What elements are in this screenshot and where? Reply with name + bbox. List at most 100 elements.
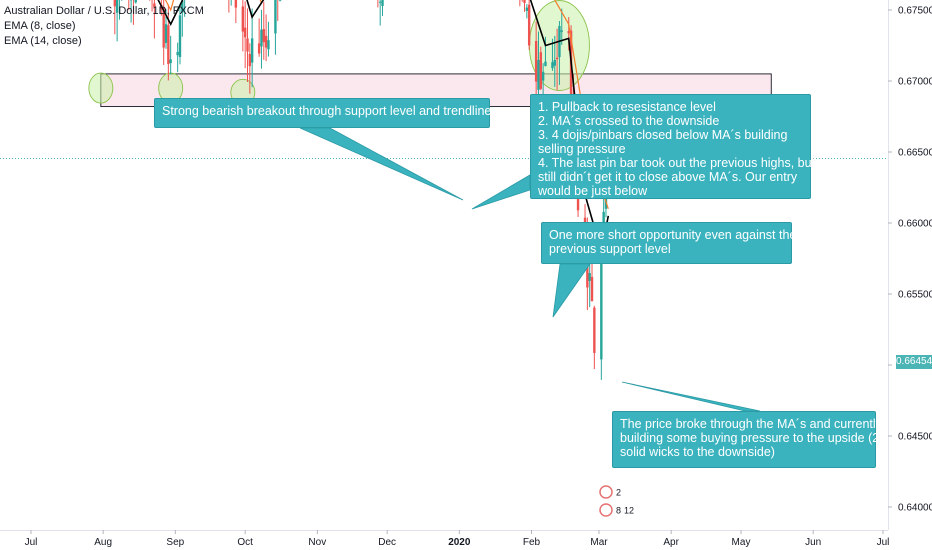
callout-text-line: 4. The last pin bar took out the previou… (538, 156, 816, 170)
candle-body (278, 0, 282, 1)
trendlines (0, 158, 888, 160)
callout-pointer (552, 263, 591, 318)
time-tick-label: Dec (378, 537, 396, 548)
candle-body (262, 29, 265, 43)
time-tick-label: Jul (25, 537, 38, 548)
event-badge-icon (599, 503, 613, 517)
callout-text-line: building some buying pressure to the ups… (620, 431, 880, 445)
candle-body (246, 38, 249, 52)
symbol-title[interactable]: Australian Dollar / U.S. Dollar, 1D, FXC… (4, 5, 204, 17)
time-tick-label: Apr (663, 537, 679, 548)
candle-body (553, 59, 556, 66)
candle-body (167, 25, 170, 65)
candle-body (162, 6, 165, 48)
candle-body (134, 0, 137, 3)
callout-text-line: selling pressure (538, 142, 626, 156)
candle-body (381, 0, 384, 6)
callout-price-broke[interactable]: The price broke through the MA´s and cur… (612, 411, 882, 468)
candle-body (567, 31, 570, 34)
candle-body (551, 62, 554, 69)
candle-body (241, 6, 245, 32)
event-badges[interactable]: 2 8 12 (599, 485, 634, 517)
current-price-label: 0.66454 (896, 355, 932, 369)
candle-body (250, 38, 254, 63)
candle-body (555, 57, 559, 60)
candle-body (248, 53, 252, 67)
candle-body (169, 59, 172, 64)
callout-breakout[interactable]: Strong bearish breakout through support … (154, 98, 492, 128)
callout-text-line: previous support level (549, 242, 671, 256)
callout-text-line: One more short opportunity even against … (549, 228, 797, 242)
candle-body (523, 0, 526, 3)
time-tick-label: Jul (877, 537, 890, 548)
candle-body (176, 51, 179, 56)
candle-body (569, 30, 573, 112)
ema-slow-legend[interactable]: EMA (14, close) (4, 35, 82, 47)
candle-body (544, 61, 547, 67)
candle-body (260, 29, 263, 47)
candle-body (243, 27, 247, 38)
time-tick-label: Jun (805, 537, 821, 548)
candle-body (534, 40, 538, 82)
candle-body (153, 3, 156, 8)
event-badge-icon (599, 485, 613, 499)
price-tick-label: 0.67000 (898, 77, 932, 88)
callout-text-line: still didn´t get it to close above MA´s.… (538, 170, 798, 184)
highlight-circle (88, 72, 114, 104)
candle-body (593, 307, 596, 353)
event-badge-count: 12 (624, 506, 634, 516)
ema-fast-legend[interactable]: EMA (8, close) (4, 20, 76, 32)
candle-body (264, 35, 268, 48)
candle-body (178, 15, 182, 57)
callout-text-line: The price broke through the MA´s and cur… (620, 417, 882, 431)
candle-body (539, 52, 543, 89)
candle-body (113, 0, 117, 7)
candle-body (588, 273, 591, 281)
callout-text-line: Strong bearish breakout through support … (162, 104, 492, 118)
candle-body (537, 59, 540, 90)
ema-lines (157, 0, 610, 252)
time-tick-label: Nov (308, 537, 326, 548)
time-tick-label: Oct (237, 537, 253, 548)
callout-short-opportunity[interactable]: One more short opportunity even against … (541, 222, 797, 264)
price-tick-label: 0.66000 (898, 219, 932, 230)
candlesticks (113, 0, 610, 380)
candle-body (115, 0, 119, 13)
candle-body (181, 0, 184, 13)
callout-pointer (299, 127, 464, 201)
candle-body (560, 30, 563, 32)
callout-text-line: solid wicks to the downside) (620, 445, 775, 459)
candle-body (541, 71, 545, 81)
candle-body (164, 24, 168, 43)
time-tick-label: May (732, 537, 751, 548)
price-tick-label: 0.66500 (898, 148, 932, 159)
price-axis[interactable]: 0.640000.645000.650000.655000.660000.665… (888, 0, 932, 514)
callout-text-line: 3. 4 dojis/pinbars closed below MA´s bui… (538, 128, 788, 142)
time-tick-label: 2020 (448, 537, 471, 548)
event-badge-count: 8 (616, 506, 621, 516)
callout-text-line: would be just below (538, 184, 648, 198)
candle-body (274, 0, 277, 34)
ema-fast-line (157, 0, 610, 252)
price-tick-label: 0.64000 (898, 503, 932, 514)
candle-body (590, 276, 594, 302)
time-axis[interactable]: Jul Aug Sep Oct Nov Dec 2020 Feb Mar Apr May Jun Jul (25, 530, 890, 548)
time-tick-label: Mar (590, 537, 608, 548)
candle-body (267, 40, 270, 50)
price-tick-label: 0.64500 (898, 432, 932, 443)
event-badge-count: 2 (616, 488, 621, 498)
time-tick-label: Sep (166, 537, 184, 548)
callout-entry-plan[interactable]: 1. Pullback to resesistance level 2. MA´s… (530, 94, 816, 199)
price-tick-label: 0.65500 (898, 290, 932, 301)
chart-legend: Australian Dollar / U.S. Dollar, 1D, FXC… (4, 4, 204, 49)
candle-body (600, 234, 603, 360)
candle-body (527, 4, 531, 46)
callout-text-line: 2. MA´s crossed to the downside (538, 114, 720, 128)
candle-body (378, 1, 382, 3)
callout-text-line: 1. Pullback to resesistance level (538, 100, 716, 114)
time-tick-label: Aug (94, 537, 112, 548)
candle-body (257, 43, 261, 54)
price-tick-label: 0.67500 (898, 6, 932, 17)
time-tick-label: Feb (523, 537, 541, 548)
